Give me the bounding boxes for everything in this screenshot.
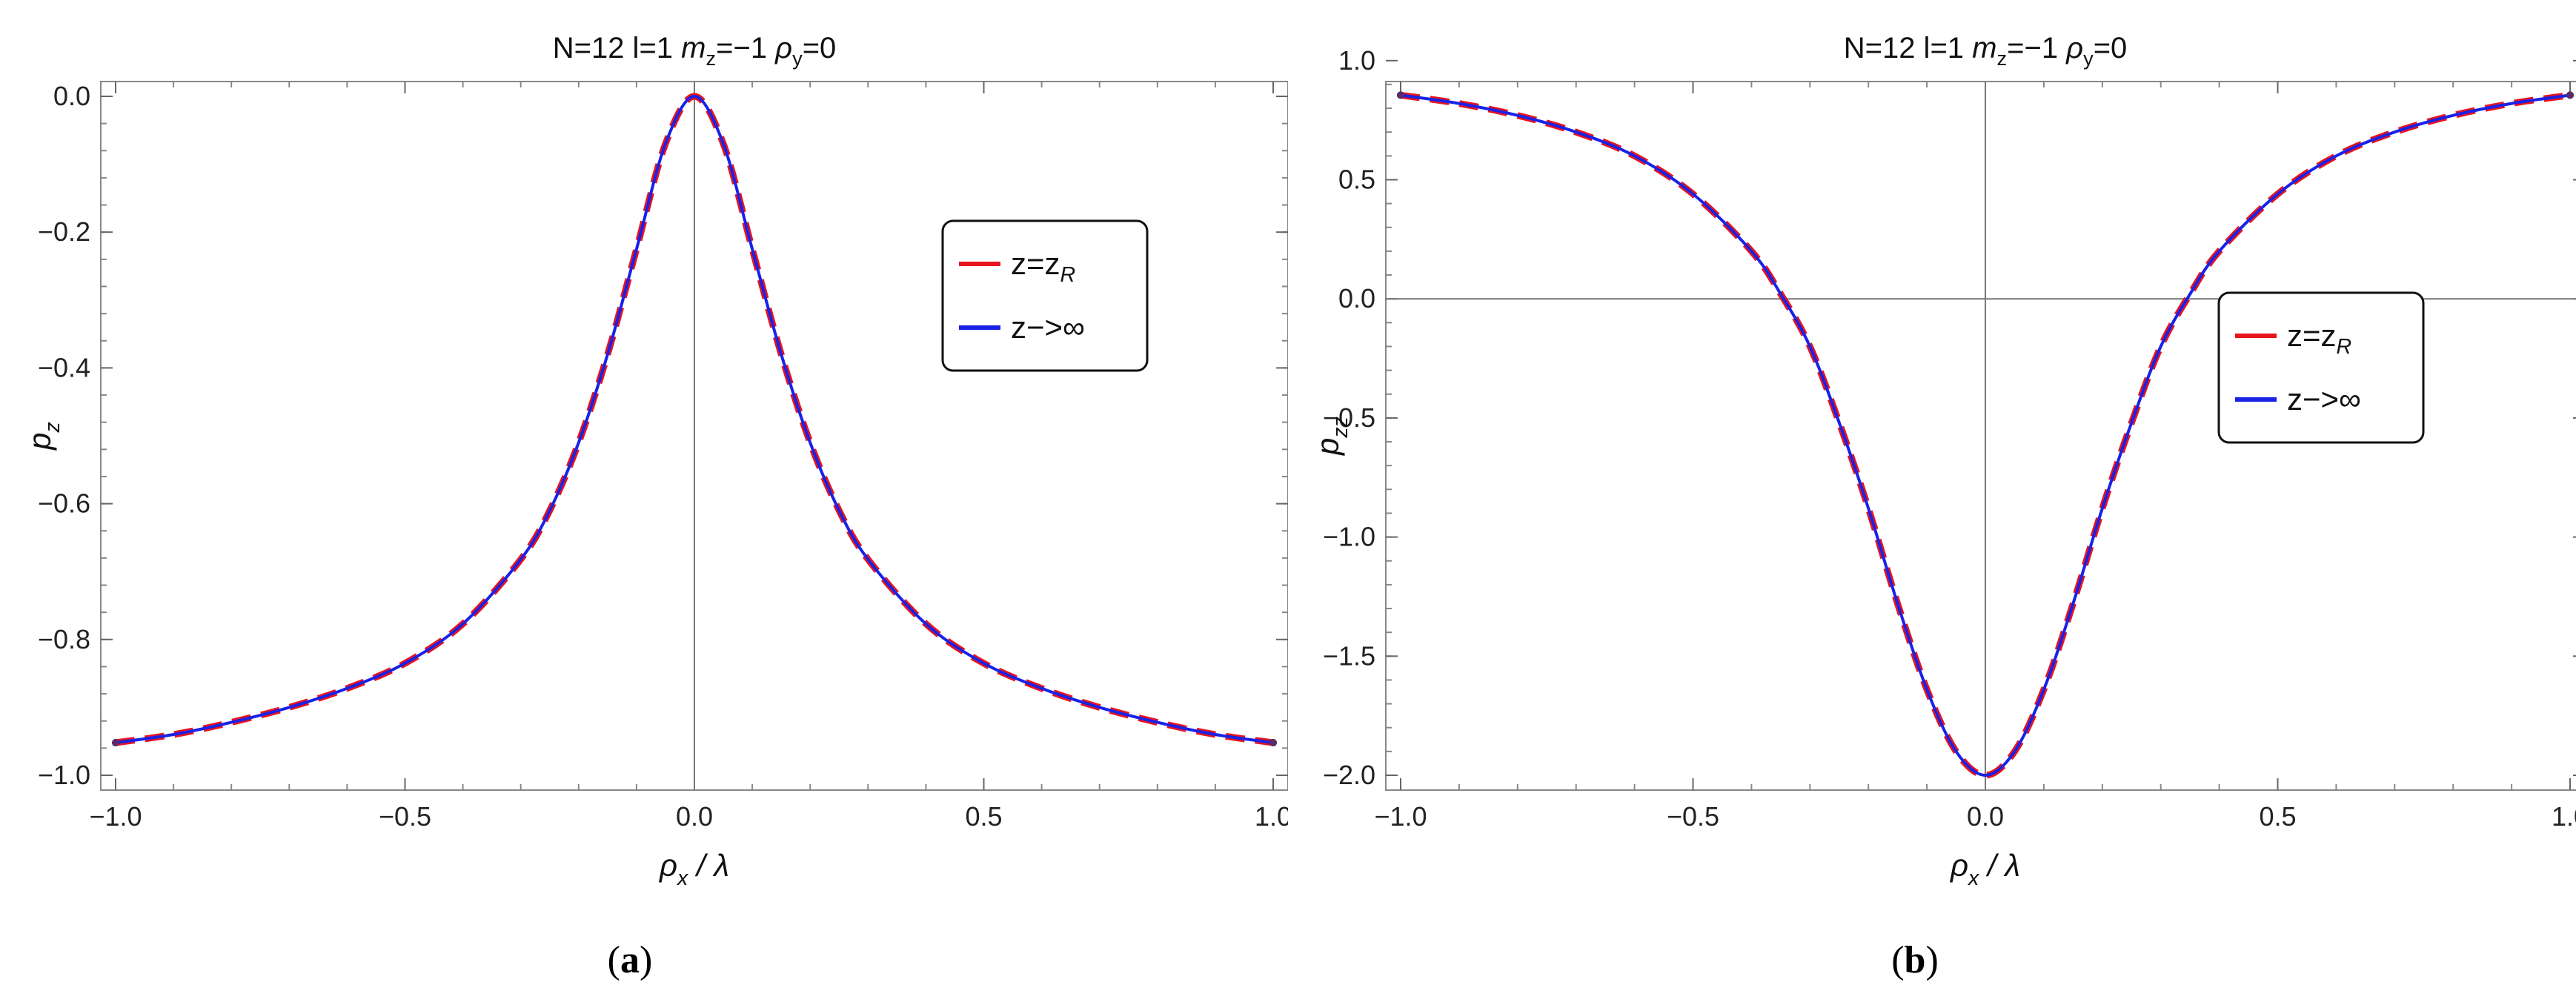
series-endpoint <box>112 739 119 747</box>
chart-a: −1.0 −0.5 0.0 0.5 1.0 0.0 −0.2 −0.4 −0.6 −0.8 −1.0… <box>22 32 1288 981</box>
y-tick-label: −1.5 <box>1323 640 1375 671</box>
x-tick-label: 1.0 <box>2552 801 2576 832</box>
panel-caption: (a) <box>608 939 653 981</box>
series-endpoint <box>1397 91 1404 99</box>
y-tick-label: 1.0 <box>1338 45 1375 76</box>
x-tick-label: 0.0 <box>676 801 713 832</box>
legend-box <box>2217 291 2425 444</box>
legend-box <box>941 219 1149 372</box>
y-tick-label: −1.0 <box>38 760 90 790</box>
x-tick-label: −0.5 <box>379 801 431 832</box>
series-endpoint <box>2566 91 2574 99</box>
x-tick-label: 0.5 <box>2259 801 2296 832</box>
y-axis-label: pzz <box>1310 417 1352 457</box>
legend-label: z=zR <box>2287 318 2351 359</box>
y-tick-label: −1.0 <box>1323 522 1375 552</box>
x-tick-label: 1.0 <box>1255 801 1288 832</box>
x-tick-label: 0.5 <box>965 801 1002 832</box>
x-tick-label: 0.0 <box>1967 801 2004 832</box>
y-tick-label: −2.0 <box>1323 760 1375 790</box>
y-tick-label: −0.4 <box>38 352 90 382</box>
x-axis-label: ρx / λ <box>1949 848 2020 890</box>
y-axis-label: pz <box>22 422 64 451</box>
x-tick-label: −0.5 <box>1667 801 1719 832</box>
y-tick-label: 0.0 <box>1338 283 1375 314</box>
chart-title: N=12 l=1 mz=−1 ρy=0 <box>1844 32 2128 70</box>
y-tick-label: −0.2 <box>38 216 90 247</box>
y-tick-label: −0.5 <box>1323 402 1375 433</box>
chart-b: −1.0 −0.5 0.0 0.5 1.0 1.0 0.5 0.0 −0.5 −1.0 −1.5 −2… <box>1310 32 2576 981</box>
series-line-z-inf <box>1400 93 2571 777</box>
x-tick-label: −1.0 <box>89 801 142 832</box>
series-line-z-inf <box>115 95 1274 744</box>
legend-label: z−>∞ <box>2287 382 2361 417</box>
legend-label: z=zR <box>1011 246 1075 287</box>
y-tick-label: 0.5 <box>1338 164 1375 194</box>
y-tick-label: −0.8 <box>38 624 90 654</box>
x-axis-label: ρx / λ <box>658 848 729 890</box>
legend-label: z−>∞ <box>1011 310 1085 345</box>
y-tick-label: −0.6 <box>38 488 90 519</box>
chart-title: N=12 l=1 mz=−1 ρy=0 <box>553 32 837 70</box>
series-endpoint <box>1269 739 1277 747</box>
panel-caption: (b) <box>1891 939 1939 981</box>
x-tick-label: −1.0 <box>1374 801 1427 832</box>
y-tick-label: 0.0 <box>53 81 90 111</box>
